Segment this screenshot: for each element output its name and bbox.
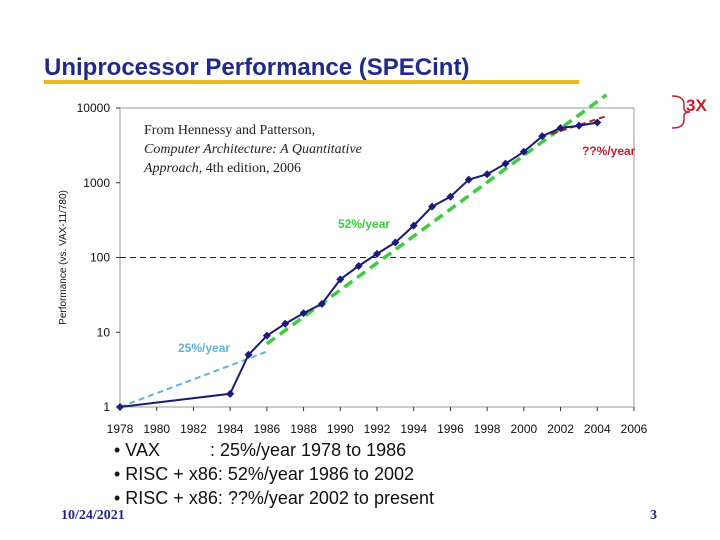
x-tick-label: 2000: [511, 422, 538, 436]
data-point: [446, 192, 455, 201]
annotation-unknown-pct: ??%/year: [582, 144, 636, 158]
x-tick-label: 1994: [400, 422, 427, 436]
data-point: [391, 238, 400, 247]
data-point: [354, 261, 363, 270]
data-point: [299, 309, 308, 318]
x-tick-label: 1996: [437, 422, 464, 436]
x-tick-label: 1978: [107, 422, 134, 436]
annotations-group: 25%/year 52%/year ??%/year 3X: [178, 95, 707, 355]
data-point: [501, 159, 510, 168]
bullet-item: • RISC + x86: ??%/year 2002 to present: [114, 488, 434, 508]
y-tick-label: 1: [103, 400, 110, 414]
axes-group: 1 10 100 1000 10000 1978 1980 1982 1984 1986 1988 1…: [58, 101, 648, 436]
data-point: [336, 275, 345, 284]
x-tick-label: 1982: [180, 422, 207, 436]
footer-date: 10/24/2021: [61, 508, 125, 523]
y-tick-label: 100: [90, 251, 110, 265]
x-tick-label: 1992: [364, 422, 391, 436]
data-point: [281, 319, 290, 328]
slide-title: Uniprocessor Performance (SPECint): [44, 54, 470, 81]
data-point: [262, 331, 271, 340]
data-point: [464, 175, 473, 184]
citation-line-2: Computer Architecture: A Quantitative: [144, 142, 362, 157]
x-tick-label: 1980: [143, 422, 170, 436]
title-underline: [44, 80, 579, 84]
x-tick-label: 1990: [327, 422, 354, 436]
annotation-52pct: 52%/year: [338, 217, 390, 231]
data-point: [574, 121, 583, 130]
x-tick-label: 2006: [621, 422, 648, 436]
data-point: [538, 132, 547, 141]
citation-line-3: Approach, 4th edition, 2006: [144, 159, 362, 178]
bullet-item: • RISC + x86: 52%/year 1986 to 2002: [114, 464, 414, 484]
trend-line-vax: [119, 350, 268, 408]
data-point: [409, 221, 418, 230]
x-tick-label: 1988: [290, 422, 317, 436]
y-tick-label: 10000: [77, 101, 111, 115]
y-axis-label: Performance (vs. VAX-11/780): [58, 190, 69, 325]
x-tick-label: 2004: [584, 422, 611, 436]
annotation-25pct: 25%/year: [178, 341, 230, 355]
bracket-3x: [671, 95, 691, 129]
series-group: [116, 118, 602, 411]
page-number: 3: [650, 508, 657, 523]
y-tick-label: 10: [97, 325, 111, 339]
data-point: [244, 350, 253, 359]
data-point: [593, 118, 602, 127]
data-point: [428, 202, 437, 211]
bullet-item: • VAX : 25%/year 1978 to 1986: [114, 440, 407, 460]
y-tick-label: 1000: [83, 176, 110, 190]
data-point: [226, 389, 235, 398]
data-point: [317, 299, 326, 308]
x-tick-label: 2002: [547, 422, 574, 436]
x-tick-label: 1984: [217, 422, 244, 436]
x-tick-label: 1986: [254, 422, 281, 436]
citation-line-1: From Hennessy and Patterson,: [144, 123, 316, 138]
data-point: [556, 124, 565, 133]
citation: From Hennessy and Patterson, Computer Ar…: [144, 121, 362, 178]
annotation-3x: 3X: [686, 96, 707, 115]
data-point: [483, 170, 492, 179]
citation-line-3-rest: , 4th edition, 2006: [198, 161, 301, 176]
x-tick-label: 1998: [474, 422, 501, 436]
citation-line-3-italic: Approach: [144, 161, 199, 176]
series-line: [119, 121, 598, 408]
data-point: [519, 147, 528, 156]
data-point: [373, 249, 381, 258]
bullet-list: • VAX : 25%/year 1978 to 1986 • RISC + x…: [114, 438, 434, 510]
